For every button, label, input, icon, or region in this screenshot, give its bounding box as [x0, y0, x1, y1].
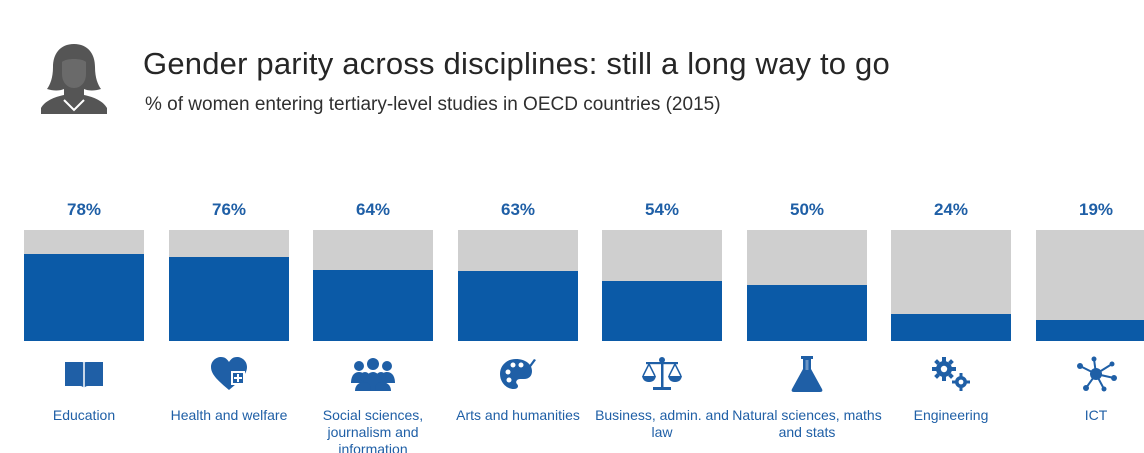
data-label-ict: 19% [1078, 200, 1114, 219]
bar-health-and-welfare [169, 257, 289, 341]
bar-track-social-sciences-journalism-and-information [313, 230, 433, 341]
bar-education [24, 254, 144, 341]
chart-title: Gender parity across disciplines: still … [143, 46, 890, 81]
bar-ict [1036, 320, 1144, 341]
flask-icon [747, 355, 867, 393]
bar-track-business-admin-and-law [602, 230, 722, 341]
category-label-business-admin-and-law: Business, admin. and law [595, 407, 729, 440]
data-label-engineering: 24% [933, 200, 969, 219]
book-icon [24, 355, 144, 393]
bar-business-admin-and-law [602, 281, 722, 341]
heart-plus-icon [169, 355, 289, 393]
bar-track-natural-sciences-maths-and-stats [747, 230, 867, 341]
category-label-natural-sciences-maths-and-stats: Natural sciences, maths and stats [732, 407, 882, 440]
category-label-social-sciences-journalism-and-information: Social sciences, journalism and informat… [322, 407, 424, 453]
bar-track-health-and-welfare [169, 230, 289, 341]
data-label-natural-sciences-maths-and-stats: 50% [789, 200, 825, 219]
category-label-education: Education [52, 407, 116, 423]
bar-track-arts-and-humanities [458, 230, 578, 341]
bar-arts-and-humanities [458, 271, 578, 341]
network-icon [1036, 355, 1144, 393]
palette-icon [458, 355, 578, 393]
bar-engineering [891, 314, 1011, 341]
scales-icon [602, 355, 722, 393]
chart-subtitle: % of women entering tertiary-level studi… [145, 94, 721, 115]
bar-track-engineering [891, 230, 1011, 341]
people-group-icon [313, 355, 433, 393]
category-label-health-and-welfare: Health and welfare [170, 407, 288, 423]
bar-track-education [24, 230, 144, 341]
gears-icon [891, 355, 1011, 393]
data-label-arts-and-humanities: 63% [500, 200, 536, 219]
data-label-health-and-welfare: 76% [211, 200, 247, 219]
category-label-engineering: Engineering [913, 407, 989, 423]
category-label-arts-and-humanities: Arts and humanities [456, 407, 580, 423]
category-label-ict: ICT [1084, 407, 1108, 423]
data-label-social-sciences-journalism-and-information: 64% [355, 200, 391, 219]
bar-social-sciences-journalism-and-information [313, 270, 433, 341]
bar-natural-sciences-maths-and-stats [747, 285, 867, 341]
data-label-education: 78% [66, 200, 102, 219]
bar-track-ict [1036, 230, 1144, 341]
woman-icon [41, 44, 107, 114]
data-label-business-admin-and-law: 54% [644, 200, 680, 219]
